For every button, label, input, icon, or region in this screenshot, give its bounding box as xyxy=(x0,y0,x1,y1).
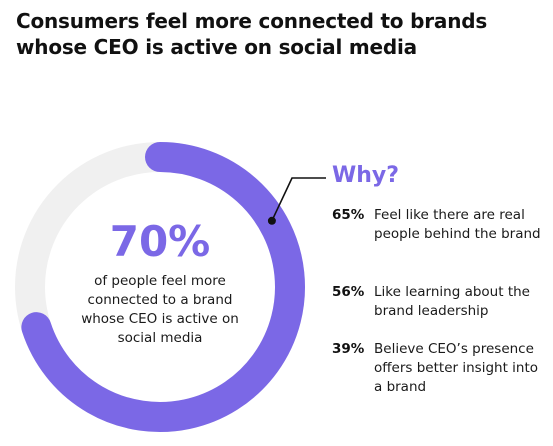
reason-item: 56% Like learning about the brand leader… xyxy=(332,283,547,321)
highlight-percentage: 70% xyxy=(109,217,211,266)
reason-item: 39% Believe CEO’s presence offers better… xyxy=(332,340,547,397)
callout-dot xyxy=(267,216,276,225)
chart-title: Consumers feel more connected to brands … xyxy=(16,9,488,59)
callout-title: Why? xyxy=(332,163,400,188)
reason-text: Feel like there are real people behind t… xyxy=(374,207,541,242)
highlight-description: of people feel more connected to a brand… xyxy=(81,273,239,346)
donut-value-slice xyxy=(21,142,305,432)
reason-text: Believe CEO’s presence offers better ins… xyxy=(374,341,539,395)
reason-text: Like learning about the brand leadership xyxy=(374,284,530,319)
reason-percentage: 39% xyxy=(332,341,365,357)
reason-percentage: 56% xyxy=(332,284,365,300)
reason-percentage: 65% xyxy=(332,207,365,223)
callout-connector-line xyxy=(271,177,326,222)
reason-item: 65% Feel like there are real people behi… xyxy=(332,206,547,244)
